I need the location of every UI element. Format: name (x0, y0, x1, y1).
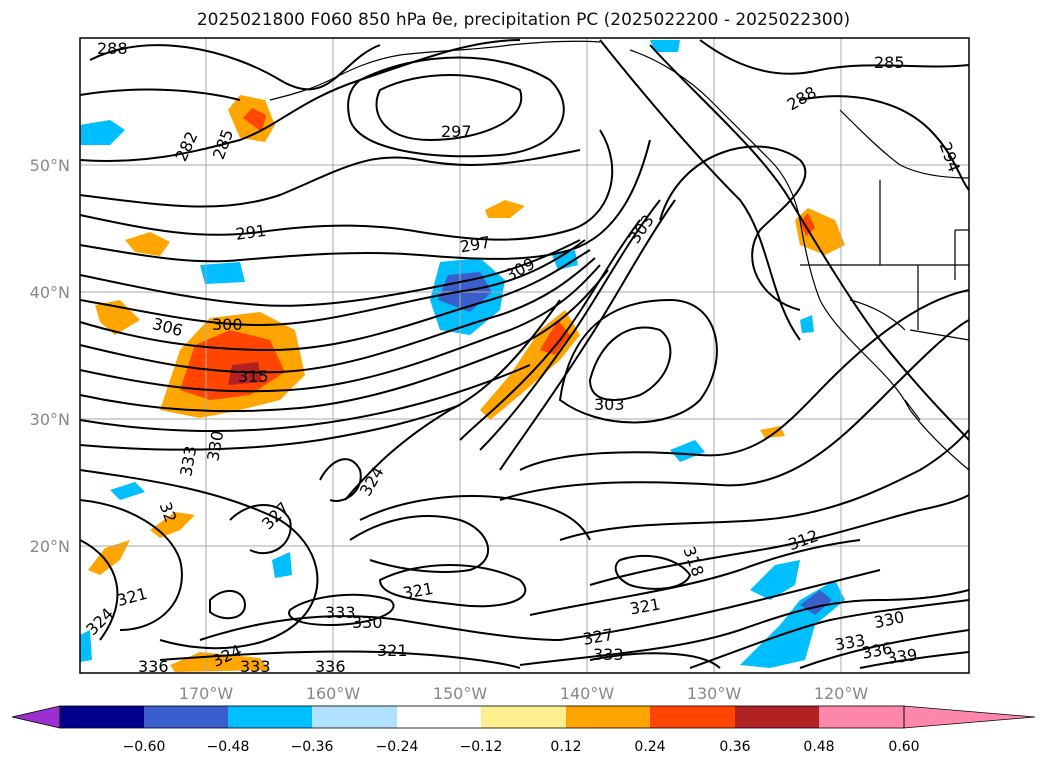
lat-label: 50°N (30, 156, 70, 175)
colorbar-tick-label: 0.36 (719, 739, 750, 755)
lat-label: 30°N (30, 410, 70, 429)
colorbar-tick-label: 0.12 (550, 739, 581, 755)
colorbar-segment (650, 706, 735, 728)
precip-small-12 (552, 250, 578, 270)
colorbar-segment (819, 706, 904, 728)
colorbar-segment (60, 706, 144, 728)
colorbar-segment (735, 706, 819, 728)
precip-max-central-pacific (228, 362, 262, 385)
figure-title: 2025021800 F060 850 hPa θe, precipitatio… (196, 10, 851, 30)
contour-label: 339 (886, 645, 919, 668)
contour-label: 303 (594, 395, 625, 414)
map-border (79, 37, 970, 674)
contour-label: 321 (377, 641, 408, 660)
colorbar-tick-label: −0.12 (460, 739, 503, 755)
colorbar-segment (481, 706, 566, 728)
coastlines (269, 40, 970, 471)
colorbar-outline (59, 705, 905, 729)
precip-small-15 (272, 552, 292, 578)
lon-label: 120°W (814, 684, 869, 703)
colorbar-segment (312, 706, 397, 728)
lon-label: 130°W (687, 684, 742, 703)
lat-label: 20°N (30, 537, 70, 556)
theta-e-contours (79, 39, 970, 669)
contour-label: 315 (238, 367, 269, 386)
contour-label: 300 (212, 315, 243, 334)
precip-core-california (800, 213, 815, 236)
contour-label: 288 (97, 39, 128, 58)
colorbar-extend-left (11, 705, 61, 729)
precip-small-3 (125, 232, 170, 256)
colorbar-tick-label: −0.36 (291, 739, 334, 755)
colorbar-tick-label: 0.60 (888, 739, 919, 755)
precip-small-14 (110, 482, 145, 500)
precip-blob-negative-southeast (750, 560, 800, 600)
precip-small-16 (800, 315, 814, 333)
precip-small-5 (485, 200, 525, 218)
contour-label: 330 (352, 613, 383, 632)
lat-label: 40°N (30, 283, 70, 302)
lat-axis-labels: 50°N 40°N 30°N 20°N (30, 156, 70, 556)
lon-axis-labels: 170°W 160°W 150°W 140°W 130°W 120°W (179, 684, 869, 703)
colorbar-segment (144, 706, 228, 728)
colorbar-tick-label: −0.24 (376, 739, 419, 755)
precip-small-9 (650, 40, 680, 52)
precip-core-aleutian (243, 108, 266, 132)
precip-small-13 (80, 630, 92, 662)
precip-small-10 (670, 440, 705, 462)
contour-label: 297 (441, 122, 472, 141)
colorbar-segment (566, 706, 650, 728)
precip-small-1 (80, 120, 125, 145)
colorbar-segment (228, 706, 312, 728)
colorbar-tick-label: 0.48 (803, 739, 834, 755)
precip-band-diagonal-core (540, 320, 570, 355)
contour-label: 336 (138, 657, 169, 676)
contour-label: 333 (325, 603, 356, 622)
precip-small-2 (200, 262, 245, 284)
colorbar-extend-right (903, 705, 1036, 729)
contour-label: 333 (593, 645, 624, 664)
contour-label: 336 (315, 657, 346, 676)
colorbar: −0.60 −0.48 −0.36 −0.24 −0.12 0.12 0.24 … (11, 705, 1036, 755)
lon-label: 160°W (306, 684, 361, 703)
lon-label: 140°W (560, 684, 615, 703)
colorbar-tick-label: 0.24 (634, 739, 665, 755)
contour-label: 291 (234, 221, 267, 244)
lon-label: 150°W (433, 684, 488, 703)
lon-label: 170°W (179, 684, 234, 703)
precipitation-shading (80, 40, 845, 672)
precip-small-6 (88, 540, 130, 575)
colorbar-segment (397, 706, 481, 728)
colorbar-tick-label: −0.48 (207, 739, 250, 755)
colorbar-tick-label: −0.60 (123, 739, 166, 755)
contour-label: 333 (240, 657, 271, 676)
contour-label: 285 (874, 53, 905, 72)
